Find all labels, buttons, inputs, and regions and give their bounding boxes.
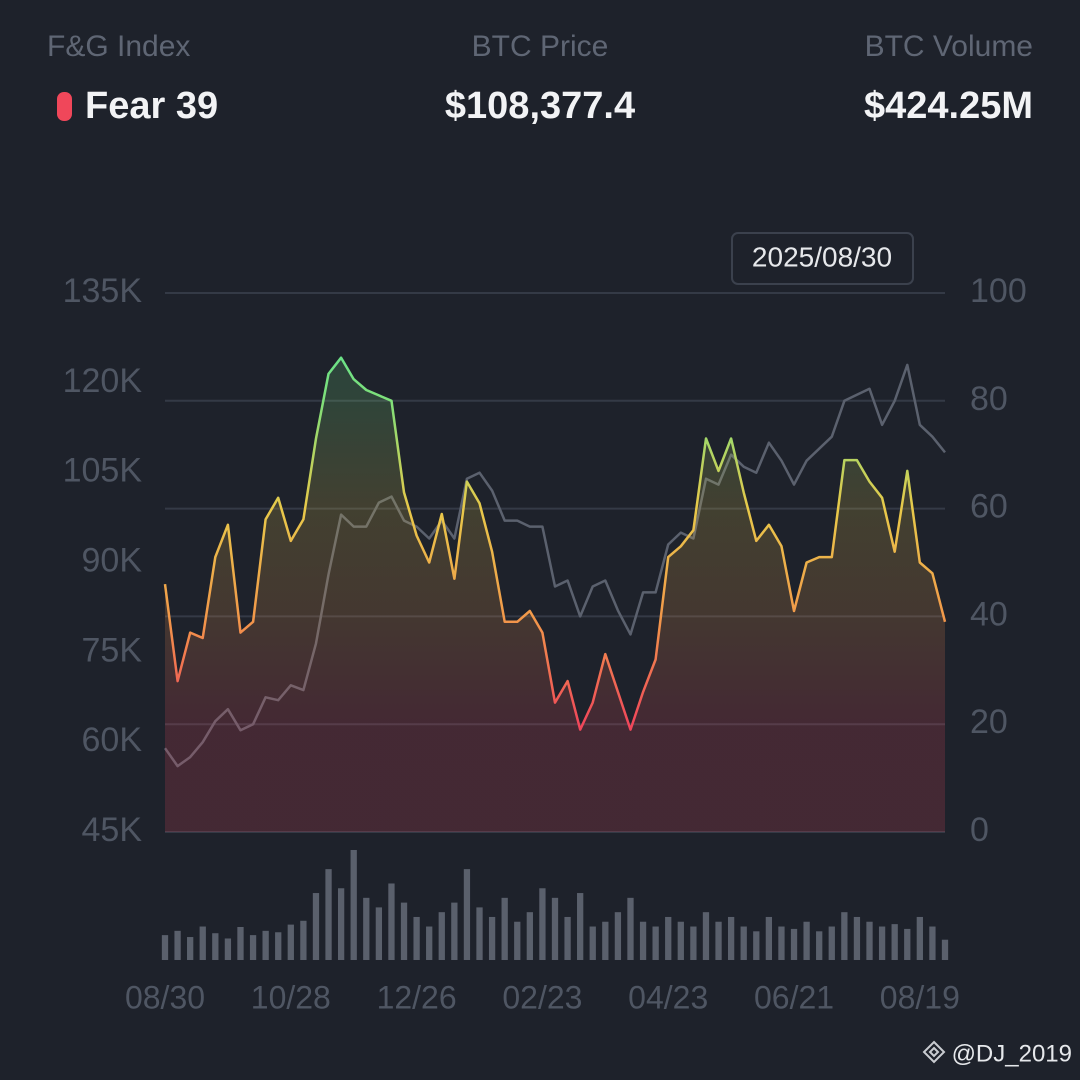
volume-bar: [929, 926, 936, 960]
volume-bar: [891, 924, 898, 960]
volume-bar: [740, 926, 747, 960]
volume-bar: [803, 921, 810, 960]
volume-bar: [212, 933, 219, 960]
volume-bar: [841, 912, 848, 960]
volume-bar: [426, 926, 433, 960]
volume-bar: [904, 928, 911, 960]
volume-bar: [526, 912, 533, 960]
volume-bar: [400, 902, 408, 960]
volume-bar: [816, 931, 823, 960]
x-tick-label: 04/23: [628, 979, 708, 1015]
volume-bar: [476, 907, 483, 960]
stat-label: F&G Index: [47, 30, 190, 63]
volume-bar: [790, 928, 798, 960]
watermark-icon: [922, 1040, 946, 1064]
volume-bar: [174, 930, 181, 960]
volume-bar: [778, 926, 785, 960]
fear-indicator: [57, 92, 72, 121]
y-tick-label: 120K: [63, 362, 143, 400]
volume-bar: [514, 921, 521, 960]
volume-bar: [677, 921, 684, 960]
volume-bar: [702, 912, 710, 960]
stat-value: Fear 39: [85, 85, 218, 127]
y2-tick-label: 20: [970, 703, 1008, 741]
volume-bar: [375, 907, 383, 960]
volume-bar: [438, 912, 445, 960]
volume-bar: [388, 883, 395, 960]
volume-bar: [312, 893, 320, 960]
y2-tick-label: 40: [970, 595, 1008, 633]
volume-bar: [501, 897, 508, 960]
volume-bar: [878, 926, 886, 960]
volume-bar: [727, 916, 735, 960]
volume-bar: [337, 888, 345, 960]
volume-bar: [488, 916, 496, 960]
volume-bar: [652, 926, 659, 960]
volume-bar: [224, 938, 232, 960]
volume-bar: [187, 937, 194, 960]
volume-bar: [161, 935, 169, 960]
volume-bar: [639, 921, 647, 960]
y-tick-label: 90K: [82, 541, 143, 579]
x-tick-label: 02/23: [502, 979, 582, 1015]
volume-bar: [577, 893, 584, 960]
y-tick-label: 60K: [82, 721, 143, 759]
x-tick-label: 08/30: [125, 979, 205, 1015]
volume-bar: [451, 902, 458, 960]
volume-bar: [564, 916, 571, 960]
volume-bar: [350, 850, 357, 960]
y2-tick-label: 80: [970, 380, 1008, 418]
volume-bar: [287, 924, 294, 960]
volume-bar: [237, 927, 244, 960]
x-tick-label: 08/19: [880, 979, 960, 1015]
volume-bar: [363, 897, 370, 960]
x-tick-label: 12/26: [377, 979, 457, 1015]
volume-bar: [539, 888, 546, 960]
y2-tick-label: 60: [970, 488, 1008, 526]
volume-bar: [602, 921, 609, 960]
volume-bar: [627, 897, 634, 960]
volume-bar: [249, 935, 257, 960]
volume-bar: [551, 897, 559, 960]
volume-bar: [589, 926, 596, 960]
y-tick-label: 45K: [82, 811, 143, 849]
stat-value: $424.25M: [864, 85, 1033, 127]
y-tick-label: 75K: [82, 631, 143, 669]
volume-bar: [753, 931, 760, 960]
volume-bar: [325, 869, 332, 960]
volume-bar: [690, 926, 697, 960]
volume-bar: [300, 920, 307, 960]
stat-value: $108,377.4: [445, 85, 635, 127]
volume-bar: [715, 921, 722, 960]
fg-area: [165, 357, 945, 832]
volume-bar: [275, 932, 282, 960]
volume-bar: [916, 916, 923, 960]
fg-line: [163, 356, 947, 731]
y-tick-label: 105K: [63, 452, 143, 490]
volume-bar: [413, 916, 420, 960]
volume-bar: [199, 926, 206, 960]
volume-bar: [853, 916, 861, 960]
y-tick-label: 135K: [63, 272, 143, 310]
tooltip-date: 2025/08/30: [752, 241, 892, 272]
volume-bar: [614, 912, 622, 960]
x-tick-label: 06/21: [754, 979, 834, 1015]
volume-bar: [828, 926, 835, 960]
volume-bar: [463, 869, 471, 960]
x-tick-label: 10/28: [251, 979, 331, 1015]
stat-label: BTC Volume: [865, 30, 1033, 63]
volume-bar: [765, 916, 773, 960]
tooltip-box: [731, 232, 914, 285]
y2-tick-label: 100: [970, 272, 1027, 310]
volume-bar: [866, 921, 873, 960]
volume-bar: [665, 916, 672, 960]
volume-bar: [941, 939, 949, 960]
stat-label: BTC Price: [472, 30, 609, 63]
volume-bar: [262, 930, 269, 960]
y2-tick-label: 0: [970, 811, 989, 849]
watermark: @DJ_2019: [952, 1040, 1072, 1067]
